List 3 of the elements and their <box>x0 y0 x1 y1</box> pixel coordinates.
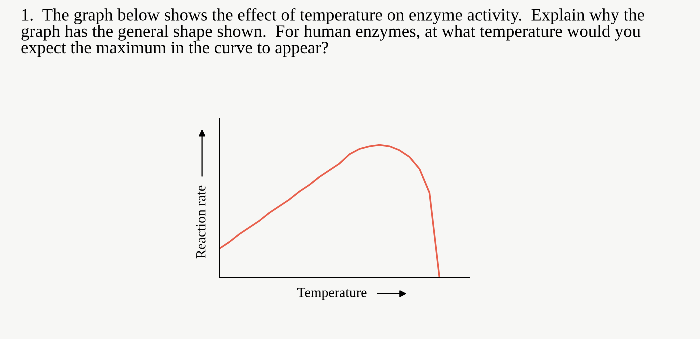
y-axis-title: Reaction rate <box>196 186 206 259</box>
x-axis-title: Temperature <box>298 288 367 300</box>
chart-title: 1. The graph below shows the effect of temperature on enzyme activity. Explain why the graph has the general shape shown. For human enzymes, at what temperature would you expect the maximum in the curve to appear? <box>22 8 644 58</box>
